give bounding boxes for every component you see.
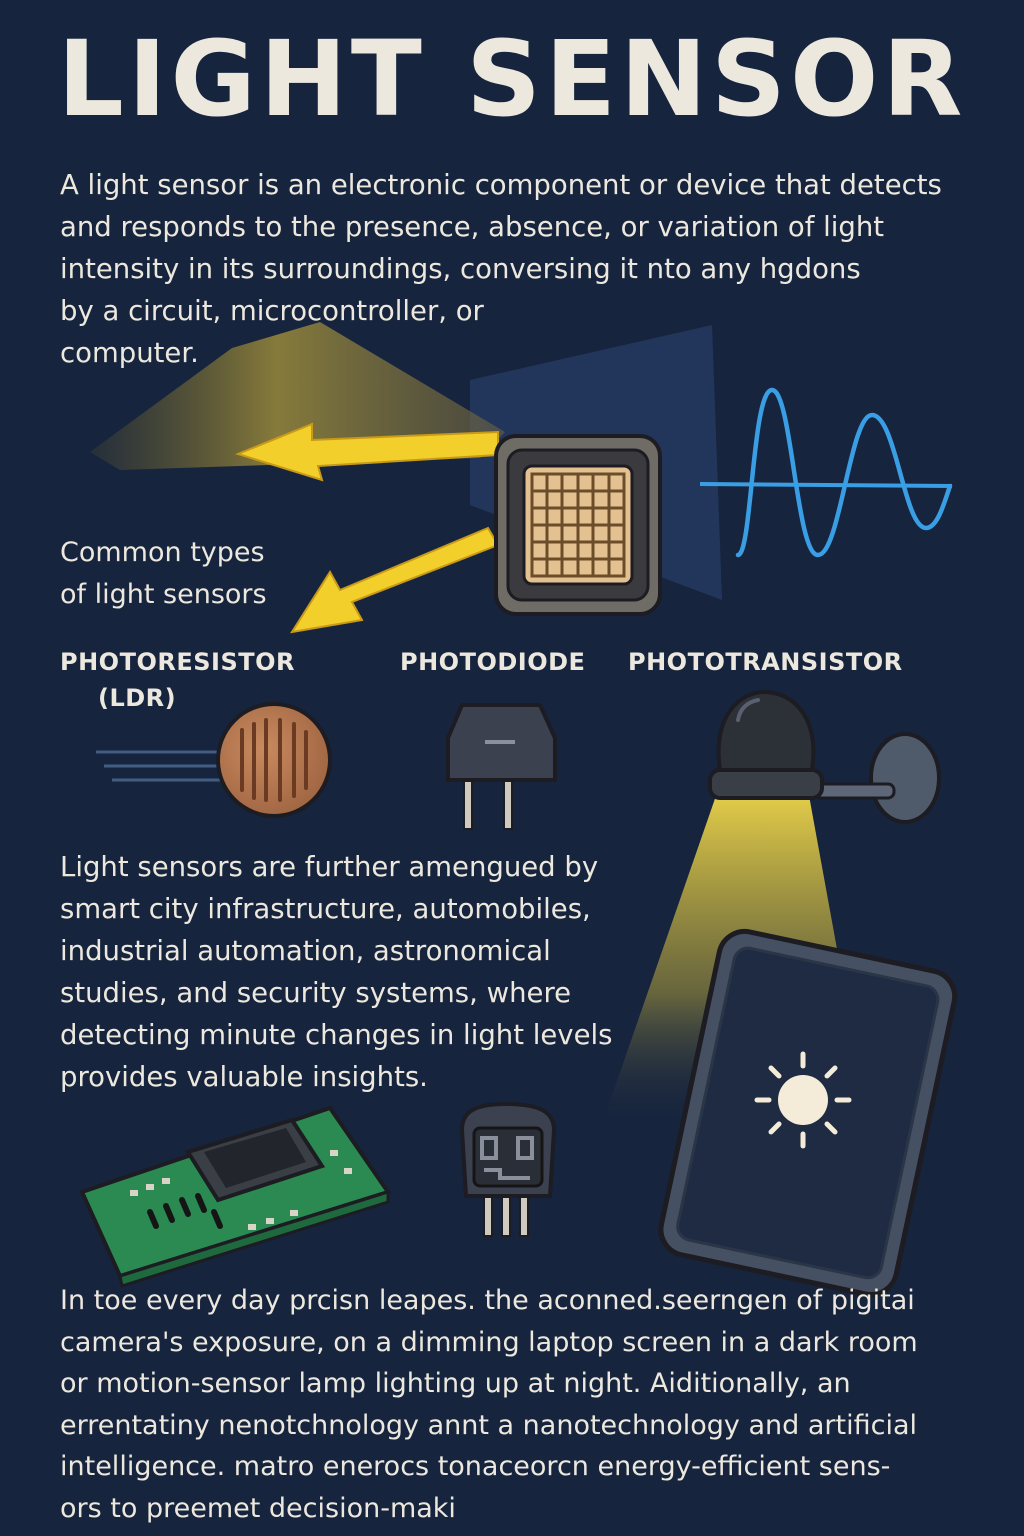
applications-paragraph: Light sensors are further amengued by sm… [60,851,613,1093]
sun-icon [754,1051,852,1149]
sensor-module-icon [459,1101,557,1237]
label-ldr: (LDR) [98,684,177,712]
page-title: LIGHT SENSOR [57,18,967,140]
types-heading: Common types of light sensors [60,537,267,610]
label-photoresistor: PHOTORESISTOR [60,648,295,676]
photoresistor-icon [96,702,332,818]
label-phototransistor: PHOTOTRANSISTOR [628,648,903,676]
waveform-signal-icon [699,387,953,558]
light-beam [90,322,505,470]
photodiode-icon [446,703,557,830]
phototransistor-lamp-icon [708,689,941,824]
tablet-brightness-icon [658,928,958,1297]
light-sensor-chip-icon [494,434,662,616]
daily-use-paragraph: In toe every day prcisn leapes. the acon… [60,1285,918,1524]
intro-paragraph: A light sensor is an electronic componen… [60,169,942,369]
light-arrow-icon [235,422,500,634]
circuit-board-icon [79,1105,392,1288]
label-photodiode: PHOTODIODE [400,648,586,676]
